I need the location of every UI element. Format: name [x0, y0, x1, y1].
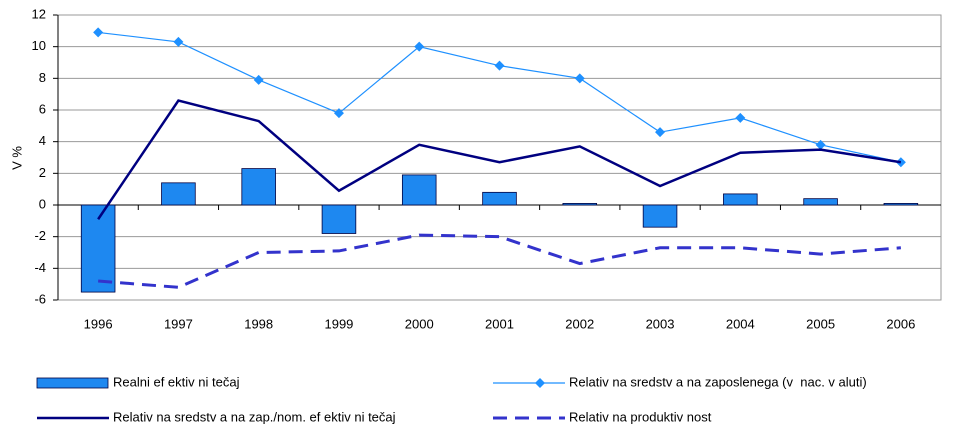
x-tick-label: 2002 — [565, 316, 594, 331]
legend-label: Relativ na sredstv a na zaposlenega (v n… — [569, 374, 867, 389]
legend-label: Realni ef ektiv ni tečaj — [113, 374, 240, 389]
y-tick-label: 4 — [39, 133, 46, 148]
bar — [321, 204, 357, 234]
bar — [803, 198, 838, 206]
y-tick-label: -6 — [34, 291, 46, 306]
x-tick-label: 2003 — [646, 316, 675, 331]
x-tick-label: 1997 — [164, 316, 193, 331]
x-tick-label: 1998 — [244, 316, 273, 331]
marker — [655, 127, 666, 138]
line — [98, 233, 901, 289]
legend-label: Relativ na produktiv nost — [569, 409, 712, 424]
y-tick-label: 12 — [32, 6, 46, 21]
bar — [401, 174, 437, 206]
marker — [815, 139, 826, 150]
bar — [562, 203, 598, 206]
y-tick-label: 8 — [39, 70, 46, 85]
y-axis-label: V % — [9, 146, 24, 170]
bar — [883, 203, 919, 206]
bar — [723, 193, 758, 206]
marker — [173, 36, 184, 47]
x-tick-label: 2005 — [806, 316, 835, 331]
legend-marker — [535, 378, 545, 388]
bar — [482, 191, 517, 206]
marker — [574, 73, 585, 84]
bar — [642, 204, 678, 228]
y-tick-label: -2 — [34, 228, 46, 243]
plot-border — [57, 14, 942, 301]
x-tick-label: 1996 — [84, 316, 113, 331]
y-tick-label: 10 — [32, 38, 46, 53]
marker — [735, 112, 746, 123]
y-tick-label: 6 — [39, 101, 46, 116]
line — [98, 31, 901, 163]
marker — [414, 41, 425, 52]
y-tick-label: 0 — [39, 196, 46, 211]
x-tick-label: 2000 — [405, 316, 434, 331]
x-tick-label: 2006 — [886, 316, 915, 331]
marker — [333, 108, 344, 119]
bar — [241, 168, 276, 206]
legend-swatch — [36, 377, 109, 389]
line — [97, 99, 902, 220]
marker — [93, 27, 104, 38]
legend-label: Relativ na sredstv a na zap./nom. ef ekt… — [113, 409, 396, 424]
x-tick-label: 2004 — [726, 316, 755, 331]
y-tick-label: -4 — [34, 260, 46, 275]
marker — [494, 60, 505, 71]
y-tick-label: 2 — [39, 165, 46, 180]
x-tick-label: 1999 — [324, 316, 353, 331]
bar — [161, 182, 196, 206]
x-tick-label: 2001 — [485, 316, 514, 331]
marker — [253, 74, 264, 85]
bar — [80, 204, 116, 293]
